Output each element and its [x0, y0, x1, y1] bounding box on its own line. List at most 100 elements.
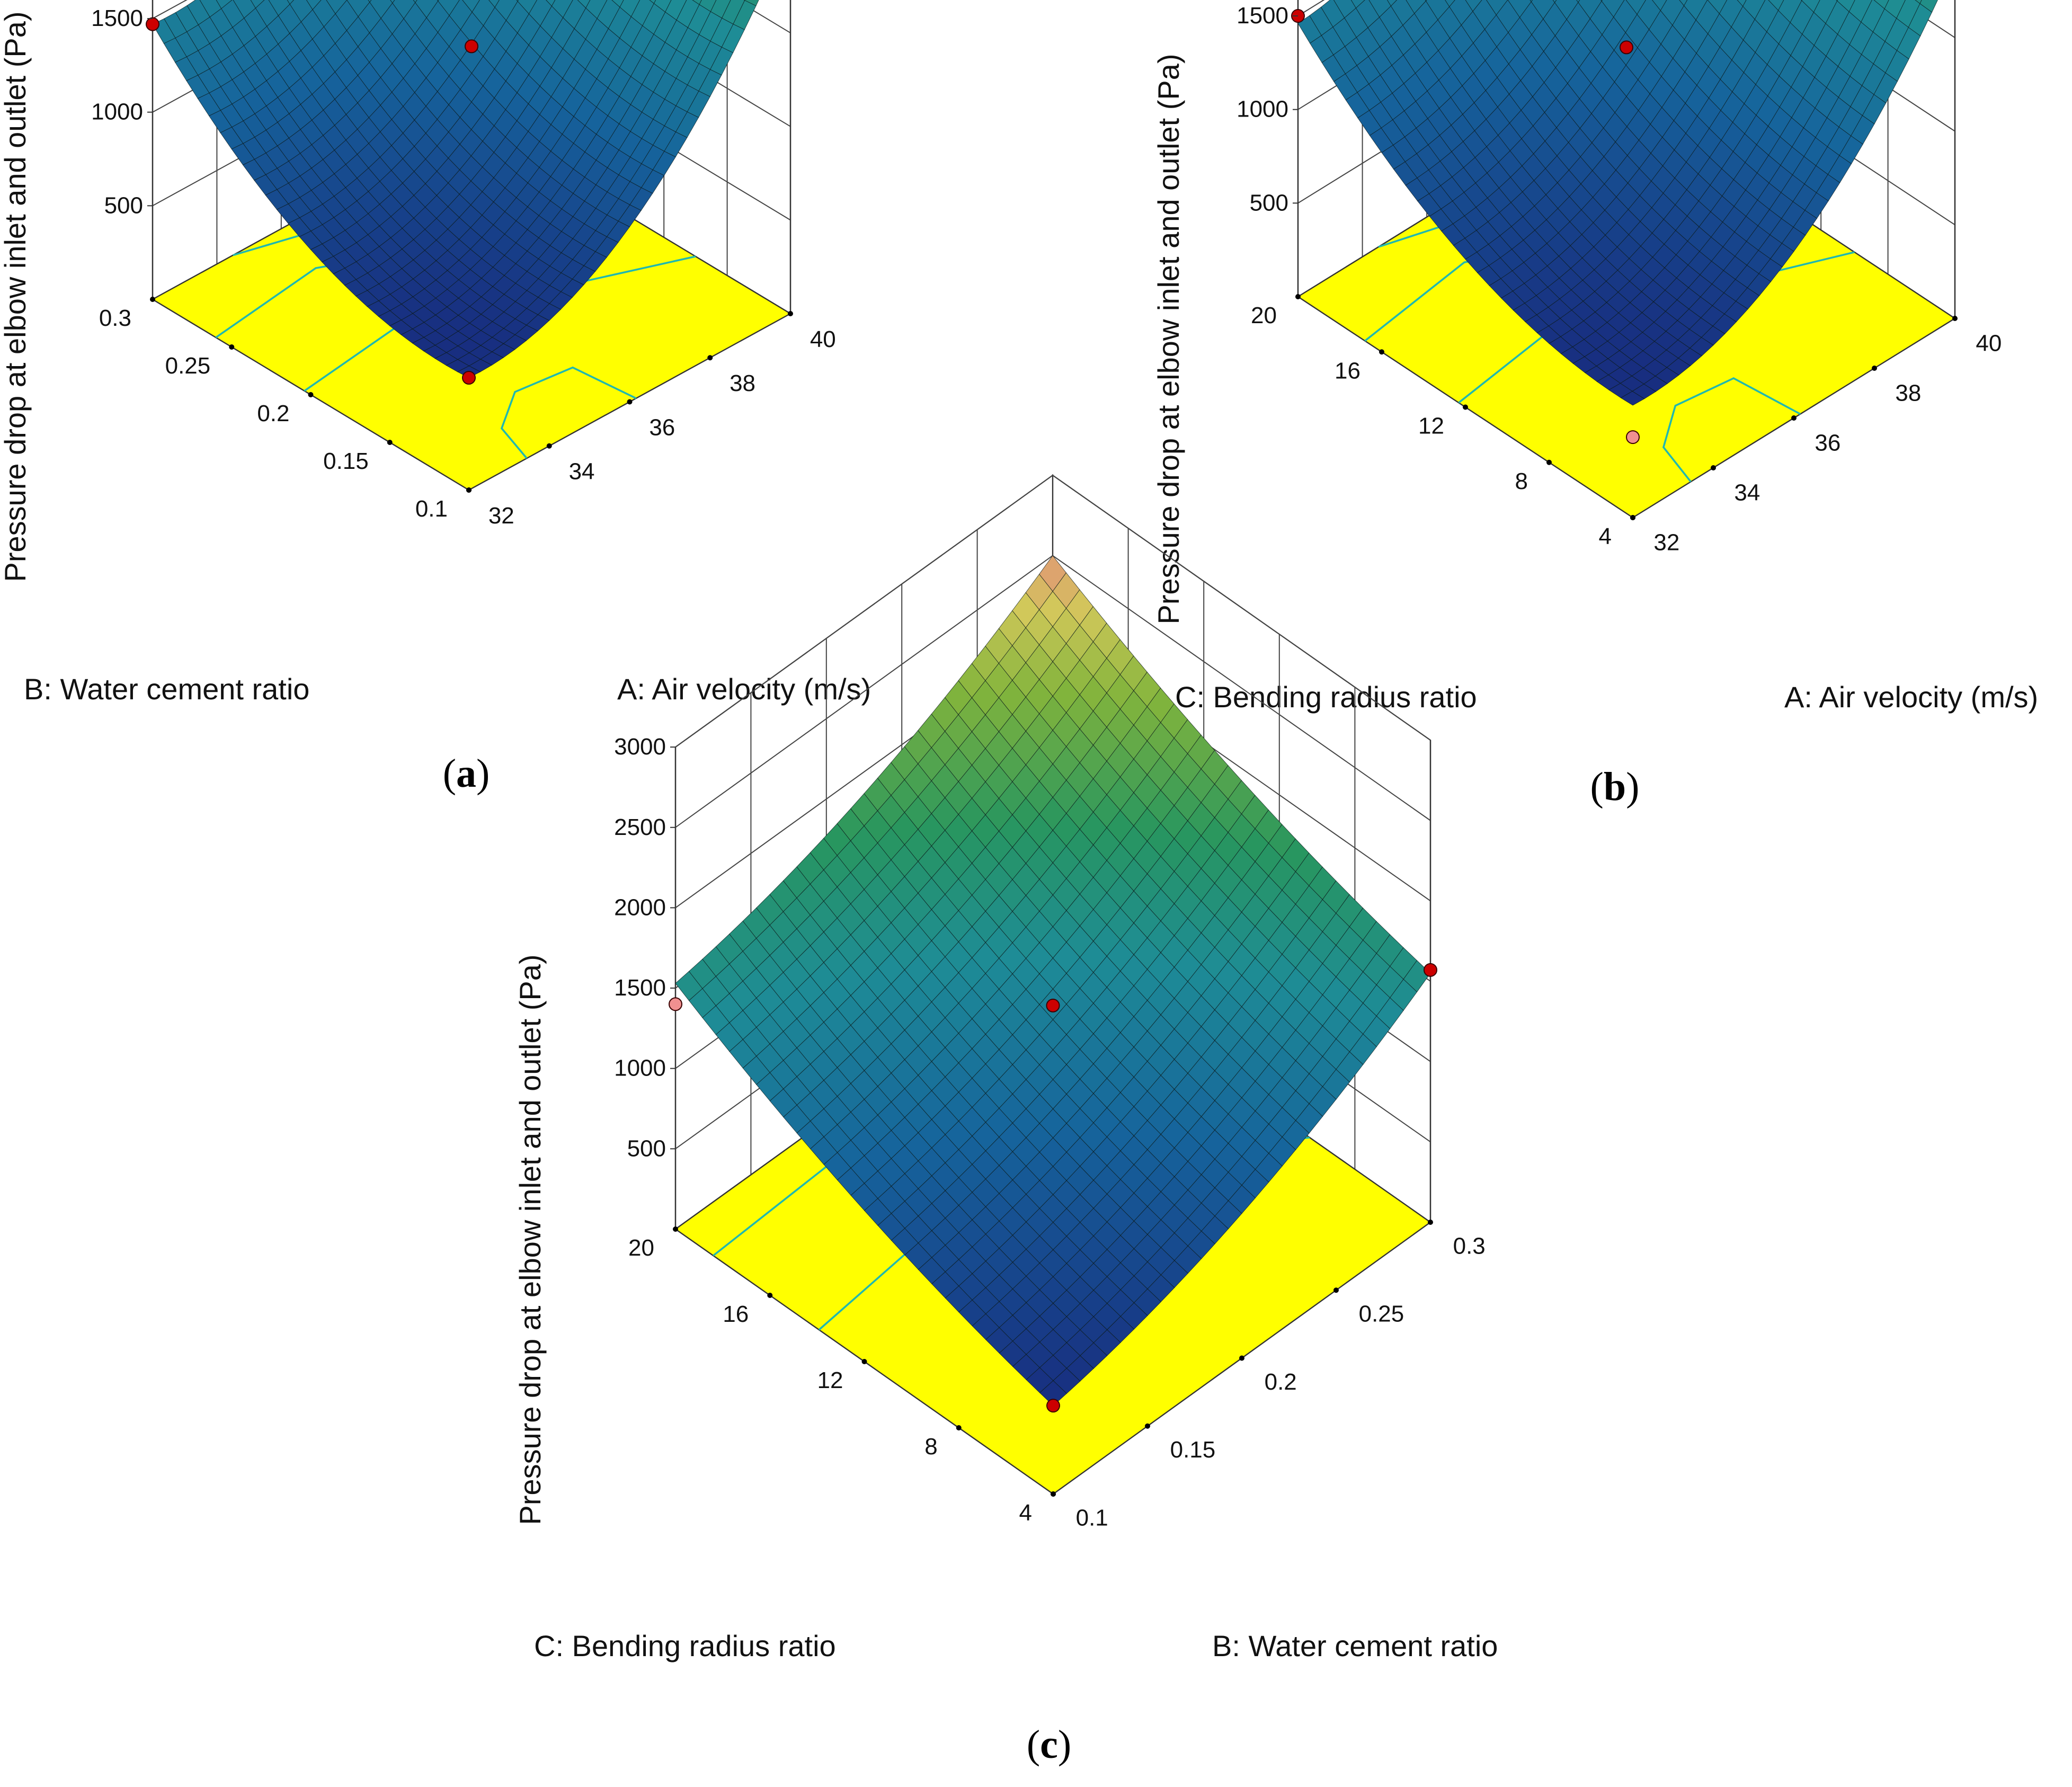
surface-facet [287, 0, 295, 5]
z-tick-label: 2500 [614, 814, 666, 840]
surface-facet [488, 0, 500, 8]
x-axis-label: B: Water cement ratio [1212, 1629, 1498, 1662]
surface-facet [1915, 0, 1922, 4]
y-tick-dot [308, 392, 314, 397]
z-tick-label: 500 [1250, 190, 1288, 216]
z-axis-label: Pressure drop at elbow inlet and outlet … [1152, 54, 1185, 624]
x-tick-label: 0.15 [1170, 1437, 1216, 1463]
y-tick-dot [767, 1293, 773, 1298]
panel-a: 5001000150020002500300032343638400.10.15… [0, 0, 871, 796]
x-tick-label: 36 [649, 414, 675, 440]
y-tick-dot [673, 1226, 678, 1232]
x-tick-dot [1791, 415, 1797, 421]
surface-facet [1039, 1380, 1068, 1406]
x-tick-label: 40 [1976, 330, 2002, 356]
surface-facet [1620, 391, 1645, 406]
x-tick-label: 0.3 [1453, 1233, 1486, 1259]
z-tick-label: 1500 [1237, 3, 1288, 29]
surface-facet [546, 0, 556, 7]
x-tick-label: 0.1 [1076, 1505, 1108, 1531]
y-tick-label: 0.1 [415, 496, 448, 522]
design-point [1046, 1399, 1060, 1413]
x-tick-label: 32 [488, 503, 514, 529]
surface-facet [1552, 0, 1557, 3]
y-tick-label: 16 [1335, 358, 1360, 384]
surface-facet [413, 0, 417, 3]
y-tick-dot [1546, 459, 1552, 465]
panel-letter: c [1040, 1722, 1058, 1767]
z-tick-label: 500 [104, 192, 143, 218]
y-tick-label: 20 [628, 1235, 654, 1261]
response-surface [152, 0, 759, 378]
y-ticks: 4 8 12 16 20 [1251, 294, 1635, 549]
z-tick-label: 1000 [91, 99, 143, 125]
surface-facet [1386, 0, 1398, 7]
y-tick-dot [229, 344, 235, 350]
y-tick-label: 0.25 [165, 353, 211, 379]
y-tick-dot [1379, 349, 1384, 355]
panel-caption: (b) [1590, 764, 1640, 809]
z-axis-label: Pressure drop at elbow inlet and outlet … [0, 11, 32, 582]
x-tick-label: 34 [569, 459, 595, 485]
x-tick-dot [1872, 366, 1877, 371]
y-tick-label: 4 [1019, 1500, 1032, 1526]
z-tick-label: 1500 [91, 5, 143, 31]
surface-facet [1737, 0, 1747, 7]
y-tick-label: 0.15 [323, 448, 369, 474]
y-tick-label: 20 [1251, 303, 1277, 328]
surface-facet [368, 0, 372, 3]
x-tick-label: 0.2 [1265, 1369, 1297, 1395]
y-axis-label: B: Water cement ratio [24, 672, 309, 706]
surface-facet [1679, 0, 1688, 6]
y-tick-dot [1630, 515, 1635, 520]
y-tick-dot [1051, 1491, 1056, 1497]
z-axis-label: Pressure drop at elbow inlet and outlet … [513, 954, 547, 1525]
panel-c: 500 1000 1500 2000 2500 3000 0.1 0.15 0.2 0.25 0.3… [513, 474, 1498, 1767]
x-tick-dot [627, 399, 633, 405]
x-ticks: 32 34 36 38 40 [1630, 316, 2002, 555]
y-tick-label: 12 [1418, 413, 1444, 439]
response-surface [1297, 0, 1938, 406]
x-ticks: 32 34 36 38 40 [466, 311, 836, 529]
y-tick-label: 8 [1515, 468, 1528, 494]
x-tick-dot [1239, 1355, 1244, 1361]
z-tick-label: 1000 [614, 1055, 666, 1081]
y-ticks: 4 8 12 16 20 [628, 1226, 1056, 1526]
response-surface [675, 555, 1431, 1406]
x-axis-label: A: Air velocity (m/s) [1784, 680, 2038, 714]
x-tick-dot [788, 311, 793, 316]
y-tick-dot [956, 1425, 962, 1430]
design-point [146, 17, 159, 31]
x-tick-dot [707, 355, 713, 361]
x-ticks: 0.1 0.15 0.2 0.25 0.3 [1051, 1220, 1486, 1531]
surface-facet [1445, 0, 1455, 7]
x-tick-dot [1952, 316, 1958, 321]
x-tick-dot [1711, 465, 1716, 470]
design-point [669, 997, 682, 1011]
design-points [669, 963, 1437, 1413]
wall-gridline [675, 474, 1431, 748]
y-tick-dot [466, 487, 472, 493]
z-tick-label: 2000 [614, 894, 666, 920]
y-tick-label: 0.2 [257, 401, 289, 426]
x-tick-dot [546, 443, 552, 449]
y-tick-dot [861, 1359, 867, 1364]
x-tick-label: 38 [1895, 380, 1921, 406]
design-point [1620, 40, 1633, 55]
x-tick-dot [1333, 1287, 1339, 1293]
design-point [1046, 998, 1060, 1012]
floor-contour [1662, 377, 1801, 483]
y-tick-dot [1295, 294, 1301, 299]
z-tick-label: 1500 [614, 975, 666, 1001]
y-tick-label: 8 [924, 1434, 937, 1460]
x-tick-dot [1428, 1220, 1433, 1225]
floor-contour [500, 366, 637, 459]
y-tick-label: 0.3 [99, 305, 131, 331]
surface-facet [692, 0, 702, 5]
panel-caption: (c) [1027, 1722, 1071, 1767]
x-axis-label: A: Air velocity (m/s) [617, 672, 871, 706]
y-tick-label: 12 [817, 1367, 843, 1393]
design-point [465, 39, 478, 54]
design-point [1626, 430, 1640, 444]
